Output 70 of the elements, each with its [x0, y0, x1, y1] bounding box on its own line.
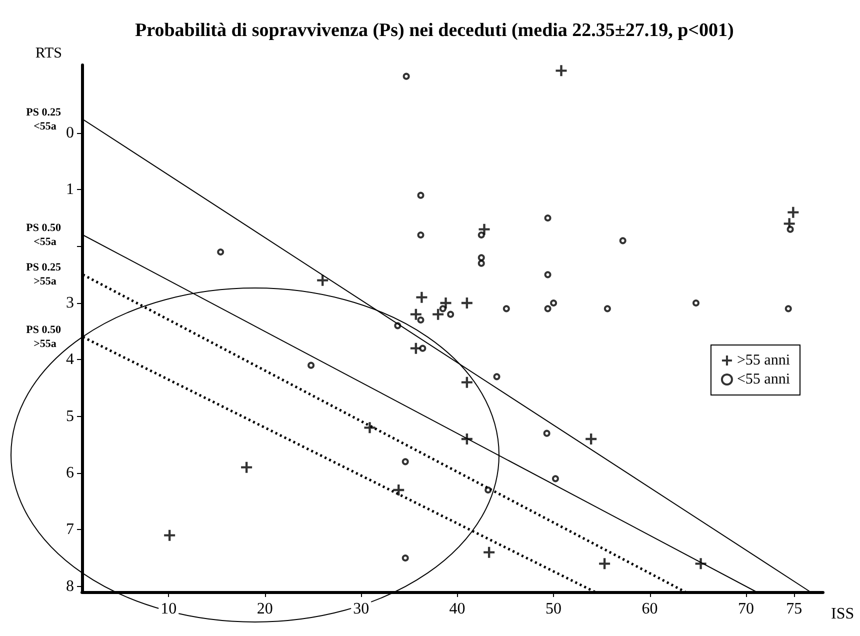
point: [478, 260, 485, 267]
x-tick-label: 30: [353, 600, 370, 618]
point: [217, 248, 224, 256]
point: [439, 305, 446, 312]
point: [556, 65, 567, 76]
point: [478, 254, 485, 262]
point: [552, 475, 559, 482]
x-tick-label: 50: [546, 600, 562, 618]
y-tick-label: 6: [66, 464, 74, 482]
point: [493, 373, 500, 380]
point: [432, 308, 444, 320]
y-tick-label: 0: [66, 124, 74, 142]
point: [478, 224, 490, 235]
series-label: PS 0.50 <55a: [26, 222, 64, 248]
point: [692, 300, 700, 306]
point: [317, 274, 328, 286]
point: [788, 206, 799, 218]
point: [784, 305, 792, 312]
x-axis-title: ISS: [831, 606, 854, 622]
point: [586, 434, 597, 444]
point: [550, 300, 558, 306]
point: [308, 362, 315, 369]
point: [786, 226, 794, 233]
y-axis-title: RTS: [35, 46, 62, 62]
point: [543, 430, 550, 437]
series-label: PS 0.50 >55a: [26, 324, 64, 350]
x-tick-label: 40: [449, 600, 466, 618]
y-tick-label: 4: [66, 351, 74, 368]
y-tick-label: 3: [66, 294, 74, 312]
point: [410, 308, 422, 320]
point: [461, 298, 472, 308]
point: [417, 232, 424, 238]
x-tick-label: 75: [786, 600, 802, 618]
legend-label: >55 anni: [736, 352, 790, 368]
point: [695, 558, 706, 570]
point: [484, 486, 492, 494]
point: [440, 298, 452, 308]
x-tick-label: 20: [256, 600, 273, 618]
legend-label: <55 anni: [736, 372, 790, 388]
point: [402, 72, 410, 80]
point: [164, 530, 176, 541]
point: [461, 376, 472, 388]
chart-title: Probabilità di sopravvivenza (Ps) nei deceduti (media 22.35±27.19, p<001): [135, 20, 734, 41]
point: [604, 305, 611, 312]
y-tick-label: 5: [66, 408, 74, 425]
point: [364, 422, 376, 434]
point: [544, 305, 552, 312]
series-label: PS 0.25 <55a: [26, 106, 64, 132]
y-tick-label: 8: [66, 578, 74, 595]
point: [241, 462, 252, 473]
point: [447, 310, 454, 318]
x-tick-label: 60: [642, 600, 658, 618]
point: [416, 292, 428, 303]
point: [544, 214, 552, 222]
point: [544, 271, 552, 278]
series-label: PS 0.25 >55a: [26, 262, 64, 288]
point: [599, 558, 610, 570]
point: [478, 232, 485, 238]
y-tick-label: 1: [66, 181, 74, 198]
point: [402, 554, 409, 562]
point: [402, 458, 409, 466]
point: [417, 316, 424, 324]
point: [417, 192, 424, 199]
x-tick-label: 70: [738, 600, 754, 618]
x-tick-label: 10: [160, 600, 177, 618]
point: [502, 305, 510, 312]
point: [419, 344, 426, 352]
point: [484, 546, 495, 558]
point: [619, 237, 626, 244]
y-tick-label: 7: [66, 521, 74, 538]
